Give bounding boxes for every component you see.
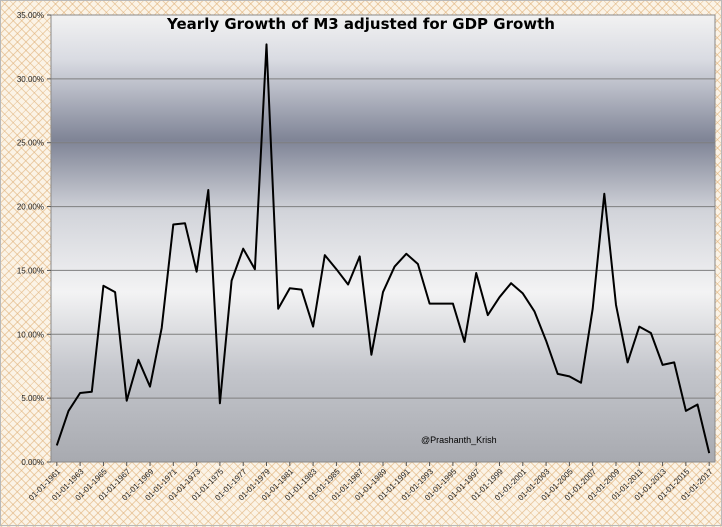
y-tick-label: 15.00% [17,266,44,275]
x-axis: 01-01-196101-01-196301-01-196501-01-1967… [27,462,715,502]
y-tick-label: 25.00% [17,139,44,148]
plot-area [50,14,716,463]
y-tick-label: 5.00% [21,394,44,403]
y-axis: 0.00% 5.00% 10.00% 15.00% 20.00% 25.00% 30.00%… [17,11,51,467]
y-tick-label: 10.00% [17,330,44,339]
chart-annotation: @Prashanth_Krish [421,435,497,445]
y-tick-label: 30.00% [17,75,44,84]
grid-lines [51,78,715,399]
series [55,43,711,454]
y-tick-label: 20.00% [17,203,44,212]
chart-title: Yearly Growth of M3 adjusted for GDP Gro… [166,15,555,33]
y-tick-label: 35.00% [17,11,44,20]
series-line [55,43,711,454]
y-tick-label: 0.00% [21,458,44,467]
